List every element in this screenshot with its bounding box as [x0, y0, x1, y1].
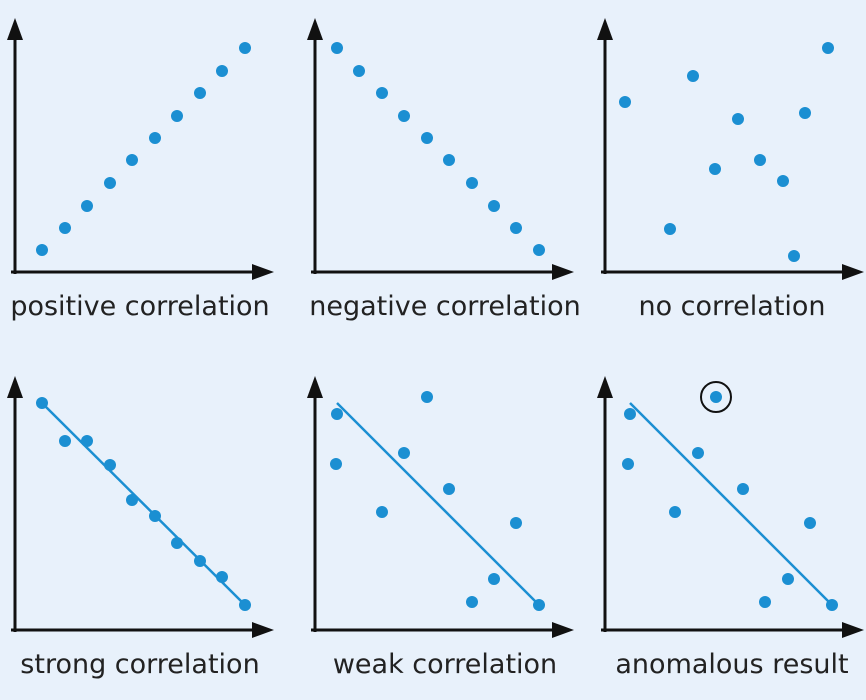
dot	[710, 391, 722, 403]
dot	[171, 110, 183, 122]
panel-label: anomalous result	[615, 649, 848, 680]
panel-label: positive correlation	[10, 291, 269, 322]
dot	[488, 200, 500, 212]
dot	[443, 154, 455, 166]
dot	[510, 222, 522, 234]
dot	[533, 244, 545, 256]
dot	[759, 596, 771, 608]
dot	[687, 70, 699, 82]
dot	[466, 596, 478, 608]
dot	[826, 599, 838, 611]
dot	[533, 599, 545, 611]
arrow-head	[597, 376, 613, 398]
dot	[104, 177, 116, 189]
arrow-head	[842, 622, 864, 638]
dot	[59, 222, 71, 234]
dot	[782, 573, 794, 585]
dot	[804, 517, 816, 529]
panel-label: weak correlation	[333, 649, 557, 680]
arrow-head	[7, 376, 23, 398]
dot	[510, 517, 522, 529]
dot	[59, 435, 71, 447]
dot	[799, 107, 811, 119]
dot	[622, 458, 634, 470]
trend-line	[41, 402, 246, 606]
dot	[777, 175, 789, 187]
dot	[443, 483, 455, 495]
dot	[488, 573, 500, 585]
arrow-head	[7, 18, 23, 40]
arrow-head	[252, 622, 274, 638]
dot	[149, 132, 161, 144]
panel-label: negative correlation	[309, 291, 581, 322]
arrow-head	[307, 18, 323, 40]
dot	[239, 599, 251, 611]
panel-label: no correlation	[638, 291, 825, 322]
dot	[664, 223, 676, 235]
arrow-head	[552, 622, 574, 638]
dot	[36, 397, 48, 409]
dot	[398, 110, 410, 122]
dot	[149, 510, 161, 522]
dot	[822, 42, 834, 54]
dot	[709, 163, 721, 175]
dot	[376, 87, 388, 99]
dot	[624, 408, 636, 420]
arrow-head	[552, 264, 574, 280]
dot	[421, 132, 433, 144]
arrow-head	[252, 264, 274, 280]
arrow-head	[597, 18, 613, 40]
dot	[788, 250, 800, 262]
dot	[36, 244, 48, 256]
dot	[81, 435, 93, 447]
trend-line	[336, 402, 540, 606]
dot	[126, 494, 138, 506]
dot	[398, 447, 410, 459]
arrow-head	[307, 376, 323, 398]
dot	[692, 447, 704, 459]
panel-label: strong correlation	[20, 649, 259, 680]
dot	[669, 506, 681, 518]
anomaly-ring	[700, 381, 732, 413]
dot	[104, 459, 116, 471]
dot	[737, 483, 749, 495]
dot	[194, 87, 206, 99]
arrow-head	[842, 264, 864, 280]
dot	[171, 537, 183, 549]
dot	[216, 65, 228, 77]
dot	[353, 65, 365, 77]
dot	[376, 506, 388, 518]
dot	[754, 154, 766, 166]
dot	[126, 154, 138, 166]
dot	[194, 555, 206, 567]
dot	[619, 96, 631, 108]
dot	[331, 408, 343, 420]
dot	[330, 458, 342, 470]
dot	[732, 113, 744, 125]
dot	[421, 391, 433, 403]
dot	[216, 571, 228, 583]
dot	[331, 42, 343, 54]
trend-line	[629, 402, 833, 606]
dot	[466, 177, 478, 189]
dot	[239, 42, 251, 54]
dot	[81, 200, 93, 212]
